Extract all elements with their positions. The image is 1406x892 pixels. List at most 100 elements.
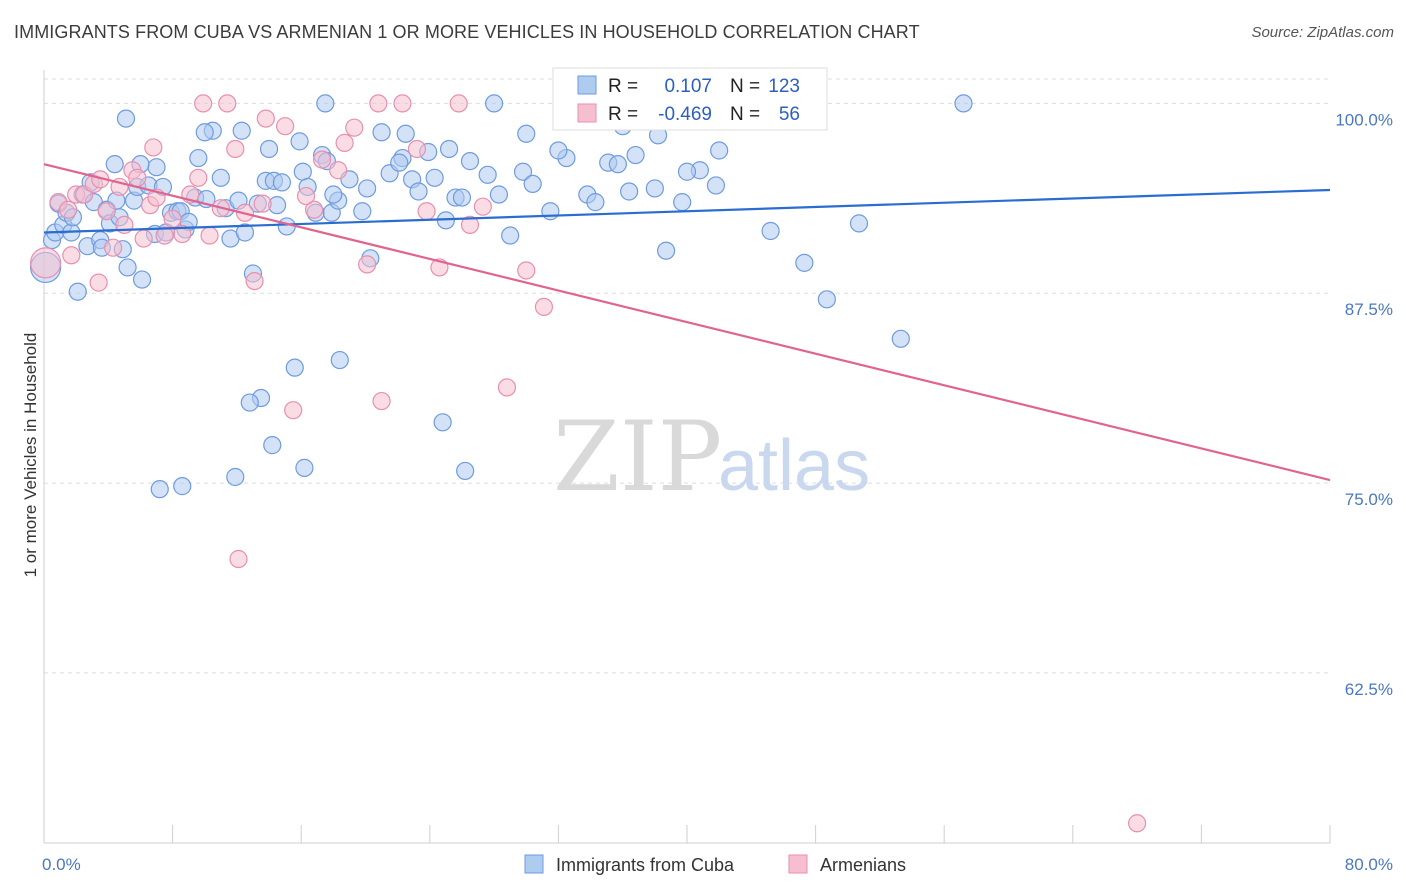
- armenians-point: [97, 202, 116, 221]
- armenians-point: [30, 247, 62, 279]
- y-tick-label: 87.5%: [1345, 300, 1393, 319]
- bottom-legend: Immigrants from Cuba Armenians: [524, 854, 906, 875]
- stats-r-label-cuba: R =: [608, 76, 638, 97]
- armenians-point: [226, 139, 245, 159]
- armenians-point: [460, 215, 480, 235]
- stats-n-value-armenians: 56: [779, 104, 800, 125]
- stats-n-label-cuba: N =: [730, 76, 760, 97]
- cuba-point: [608, 155, 627, 174]
- cuba-point: [259, 139, 279, 159]
- armenians-point: [329, 161, 348, 180]
- armenians-point: [1127, 814, 1147, 833]
- cuba-point: [425, 168, 444, 187]
- armenians-point: [296, 186, 316, 206]
- series-armenians-points: [30, 94, 1147, 833]
- armenians-point: [89, 273, 108, 292]
- cuba-point: [396, 124, 415, 143]
- stats-box-frame: [552, 67, 828, 131]
- armenians-point: [229, 549, 248, 569]
- cuba-point: [353, 202, 372, 221]
- legend-swatch-armenians: [788, 854, 808, 874]
- cuba-trend-line: [43, 188, 1331, 234]
- cuba-point: [372, 123, 391, 142]
- source-credit: Source: ZipAtlas.com: [1251, 24, 1394, 41]
- stats-r-label-armenians: R =: [608, 104, 638, 125]
- watermark-atlas: atlas: [718, 426, 870, 506]
- cuba-point: [150, 480, 169, 499]
- cuba-point: [817, 290, 836, 309]
- cuba-point: [761, 221, 780, 241]
- cuba-point: [452, 188, 472, 207]
- cuba-point: [541, 202, 560, 221]
- stats-n-value-cuba: 123: [768, 76, 800, 97]
- cuba-point: [954, 94, 973, 113]
- watermark: ZIP atlas: [553, 401, 870, 513]
- armenians-point: [256, 109, 275, 128]
- cuba-point: [433, 413, 452, 432]
- stats-r-value-armenians: -0.469: [658, 104, 712, 125]
- armenians-point: [144, 138, 163, 157]
- cuba-point: [517, 124, 536, 143]
- armenians-point: [62, 246, 81, 265]
- x-tick-label-max: 80.0%: [1345, 855, 1393, 874]
- cuba-point: [626, 145, 645, 165]
- cuba-point: [263, 436, 282, 455]
- y-tick-label: 62.5%: [1345, 680, 1393, 699]
- armenians-point: [134, 229, 153, 248]
- armenians-point: [218, 94, 237, 113]
- cuba-point: [645, 179, 664, 198]
- cuba-point: [316, 94, 335, 113]
- armenians-point: [163, 209, 182, 228]
- armenians-point: [253, 194, 272, 213]
- cuba-point: [211, 168, 230, 187]
- stats-r-value-cuba: 0.107: [664, 76, 712, 97]
- x-tick-label-min: 0.0%: [42, 855, 81, 874]
- cuba-point: [285, 358, 304, 377]
- armenians-point: [449, 94, 468, 113]
- armenians-point: [200, 226, 219, 245]
- cuba-point: [235, 223, 255, 242]
- armenians-point: [284, 401, 303, 420]
- cuba-point: [293, 162, 312, 181]
- cuba-point: [295, 458, 314, 477]
- cuba-point: [620, 182, 639, 201]
- cuba-point: [240, 393, 259, 412]
- stats-swatch-cuba: [577, 75, 597, 95]
- cuba-point: [147, 158, 166, 177]
- y-axis-label: 1 or more Vehicles in Household: [21, 333, 40, 578]
- armenians-point: [128, 168, 147, 187]
- cuba-point: [478, 165, 497, 184]
- cuba-point: [189, 148, 208, 168]
- cuba-point: [439, 139, 459, 159]
- cuba-point: [118, 258, 137, 277]
- armenians-point: [417, 202, 436, 221]
- trend-lines: [43, 163, 1331, 482]
- cuba-point: [324, 185, 343, 204]
- cuba-point: [460, 152, 480, 171]
- cuba-point: [272, 173, 292, 192]
- cuba-point: [523, 174, 542, 193]
- armenians-point: [104, 238, 123, 257]
- y-tick-label: 75.0%: [1345, 490, 1393, 509]
- stats-n-label-armenians: N =: [730, 104, 760, 125]
- cuba-point: [849, 214, 869, 233]
- cuba-point: [105, 155, 124, 174]
- armenians-trend-line: [43, 163, 1331, 482]
- armenians-point: [393, 94, 412, 113]
- cuba-point: [68, 282, 87, 301]
- armenians-point: [59, 200, 78, 219]
- cuba-point: [549, 141, 568, 160]
- cuba-point: [513, 162, 533, 181]
- cuba-point: [277, 217, 296, 236]
- cuba-point: [116, 109, 136, 128]
- cuba-point: [677, 162, 697, 181]
- watermark-zip: ZIP: [553, 401, 722, 513]
- armenians-point: [372, 391, 391, 411]
- cuba-point: [706, 176, 726, 195]
- cuba-point: [173, 477, 192, 496]
- armenians-point: [497, 378, 517, 397]
- armenians-point: [155, 226, 174, 245]
- stats-legend-box: R = 0.107 N = 123 R = -0.469 N = 56: [552, 67, 828, 131]
- cuba-point: [390, 153, 409, 172]
